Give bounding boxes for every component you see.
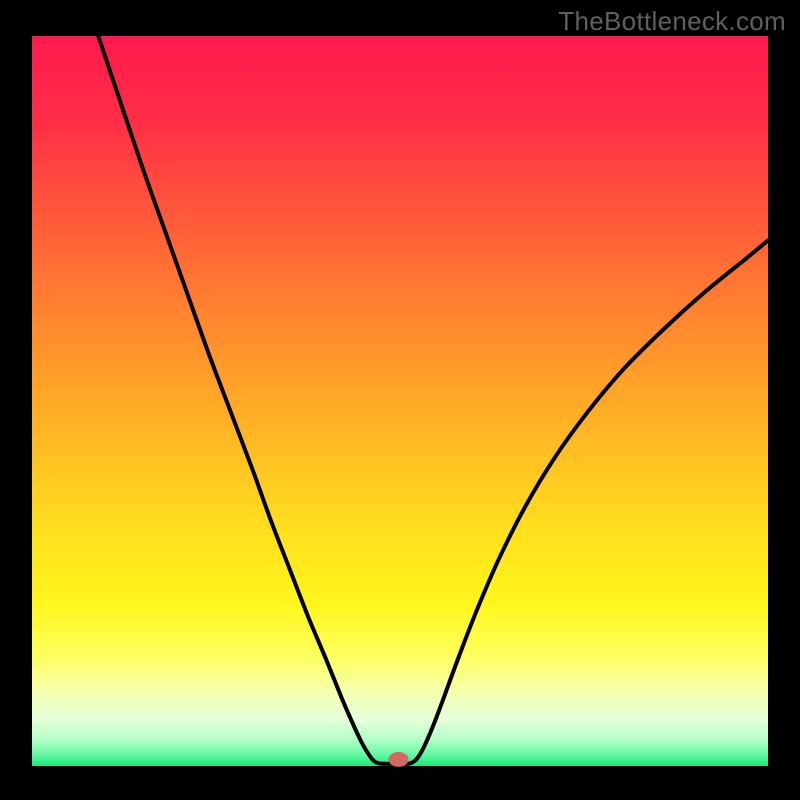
optimum-marker: [389, 752, 409, 767]
bottleneck-chart: [0, 0, 800, 800]
chart-frame: TheBottleneck.com: [0, 0, 800, 800]
watermark-text: TheBottleneck.com: [558, 6, 786, 37]
plot-background: [32, 36, 768, 766]
